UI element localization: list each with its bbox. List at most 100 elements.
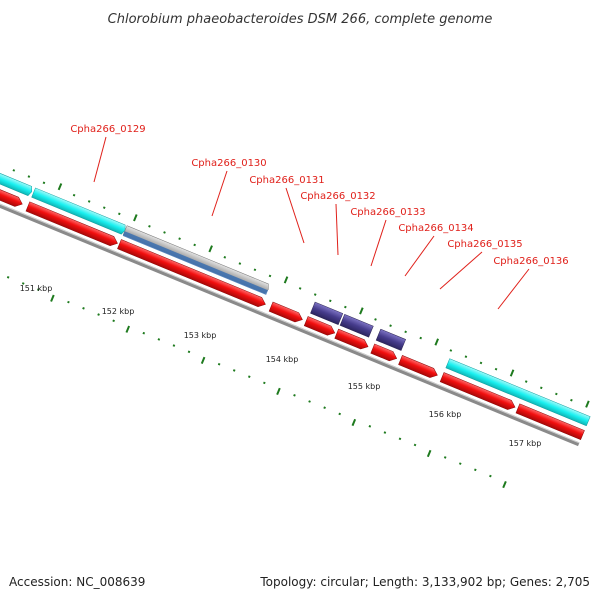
gene-label[interactable]: Cpha266_0130 [191,158,266,169]
minor-tick [323,406,326,410]
minor-tick [67,300,70,304]
minor-tick [313,293,317,296]
minor-tick [474,468,477,472]
major-tick [351,418,357,427]
minor-tick [383,431,387,434]
minor-tick [419,336,423,340]
minor-tick [97,313,100,316]
gene-label[interactable]: Cpha266_0133 [350,207,425,218]
major-tick [208,245,213,253]
major-tick [276,387,281,396]
minor-tick [263,381,266,385]
reverse-gene-arrow[interactable] [303,316,336,338]
minor-tick [398,437,402,441]
minor-tick [118,212,121,216]
major-tick [509,369,515,377]
major-tick [502,480,507,489]
minor-tick [449,349,453,352]
minor-tick [298,287,302,290]
minor-tick [247,375,251,378]
minor-tick [148,224,151,228]
minor-tick [193,243,196,247]
kbp-label: 155 kbp [348,382,381,391]
reverse-gene-arrow[interactable] [334,328,370,351]
minor-tick [87,200,91,203]
major-tick [359,307,364,315]
minor-tick [223,256,227,259]
reverse-gene-arrow[interactable] [398,355,440,379]
minor-tick [494,367,498,371]
rna-feature-stripe [122,231,269,295]
minor-tick [12,169,16,172]
minor-tick [404,330,407,334]
minor-tick [157,338,161,341]
minor-tick [479,361,483,365]
gene-label[interactable]: Cpha266_0136 [493,256,568,267]
gene-callout-line [335,203,339,256]
gene-callout-line [497,268,530,310]
minor-tick [555,392,558,396]
forward-gene-arrow[interactable] [445,358,591,427]
forward-gene-arrow[interactable] [31,187,127,235]
gene-label[interactable]: Cpha266_0135 [447,239,522,250]
minor-tick [217,362,221,366]
kbp-label: 157 kbp [509,439,542,448]
minor-tick [268,274,272,278]
kbp-labels: 151 kbp 152 kbp 153 kbp 154 kbp 155 kbp 156 k… [20,284,542,448]
major-tick [125,325,131,333]
minor-tick [389,324,392,327]
minor-tick [232,369,236,372]
minor-tick [238,262,242,265]
genome-backbone-highlight [0,190,580,444]
minor-tick [102,206,106,209]
minor-tick [112,319,115,323]
minor-tick [570,398,573,402]
gene-callout-line [404,235,435,277]
genome-backbone [0,190,580,447]
minor-tick [253,268,257,272]
major-tick [426,449,432,458]
reverse-strand [0,178,585,441]
gene-label[interactable]: Cpha266_0134 [398,223,473,234]
reverse-gene-arrow[interactable] [0,178,24,209]
kbp-label: 154 kbp [266,355,299,364]
reverse-gene-arrow[interactable] [439,372,517,412]
misc-feature-box[interactable] [339,313,374,338]
gene-label[interactable]: Cpha266_0129 [70,124,145,135]
minor-tick [368,425,372,428]
minor-tick [172,344,176,347]
minor-tick [464,355,468,359]
forward-gene-arrow[interactable] [0,164,34,196]
minor-tick [328,299,332,303]
minor-tick [142,331,146,335]
minor-tick [27,175,31,178]
gene-callouts: Cpha266_0129 Cpha266_0130 Cpha266_0131 Cpha… [70,124,569,310]
minor-tick [458,462,462,465]
gene-label[interactable]: Cpha266_0131 [249,175,324,186]
kbp-label: 153 kbp [184,331,217,340]
kbp-label: 151 kbp [20,284,53,293]
reverse-gene-arrow[interactable] [117,239,267,309]
major-tick [434,338,439,346]
minor-tick [524,380,528,383]
gene-label[interactable]: Cpha266_0132 [300,191,375,202]
kbp-label: 156 kbp [429,410,462,419]
major-tick [57,183,63,191]
minor-tick [293,393,296,397]
reverse-gene-arrow[interactable] [25,201,119,248]
lower-tick-row [6,275,507,489]
reverse-gene-arrow[interactable] [268,301,304,324]
reverse-gene-arrow[interactable] [515,403,585,441]
major-tick [283,276,289,284]
reverse-gene-arrow[interactable] [370,343,399,363]
upper-tick-row [0,162,590,408]
minor-tick [539,386,543,390]
gene-callout-line [439,251,483,290]
minor-tick [344,305,347,309]
gene-callout-line [370,219,387,267]
major-tick [585,400,590,408]
misc-feature-box[interactable] [310,301,344,325]
minor-tick [338,412,342,416]
misc-feature-box[interactable] [375,328,406,351]
minor-tick [21,282,25,285]
